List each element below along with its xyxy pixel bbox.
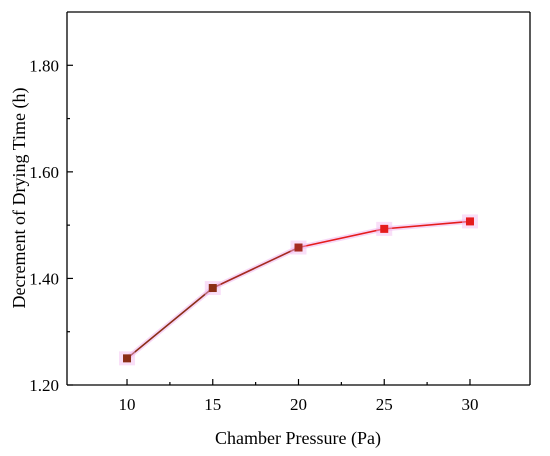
data-point-marker <box>465 217 474 226</box>
data-point-marker <box>294 243 303 252</box>
series-line-segment <box>212 246 299 289</box>
x-tick-label: 10 <box>119 395 136 414</box>
y-tick-label: 1.60 <box>29 163 59 182</box>
x-axis-title: Chamber Pressure (Pa) <box>215 428 381 449</box>
series-layer <box>119 214 478 366</box>
data-point-marker <box>123 354 132 363</box>
data-point-marker <box>380 224 389 233</box>
y-tick-label: 1.80 <box>29 56 59 75</box>
y-axis-title: Decrement of Drying Time (h) <box>9 88 30 309</box>
x-axis-ticks: 10 15 20 25 30 <box>119 379 478 414</box>
x-tick-label: 15 <box>204 395 221 414</box>
y-tick-label: 1.40 <box>29 269 59 288</box>
x-tick-label: 25 <box>376 395 393 414</box>
y-tick-label: 1.20 <box>29 376 59 395</box>
plot-frame <box>66 11 531 386</box>
series-line-segment <box>384 220 471 230</box>
x-tick-label: 20 <box>290 395 307 414</box>
data-point-marker <box>208 284 217 293</box>
x-tick-label: 30 <box>461 395 478 414</box>
series-line-segment <box>298 228 385 249</box>
y-axis-ticks: 1.20 1.40 1.60 1.80 <box>29 56 73 395</box>
series-line-segment <box>126 287 214 359</box>
